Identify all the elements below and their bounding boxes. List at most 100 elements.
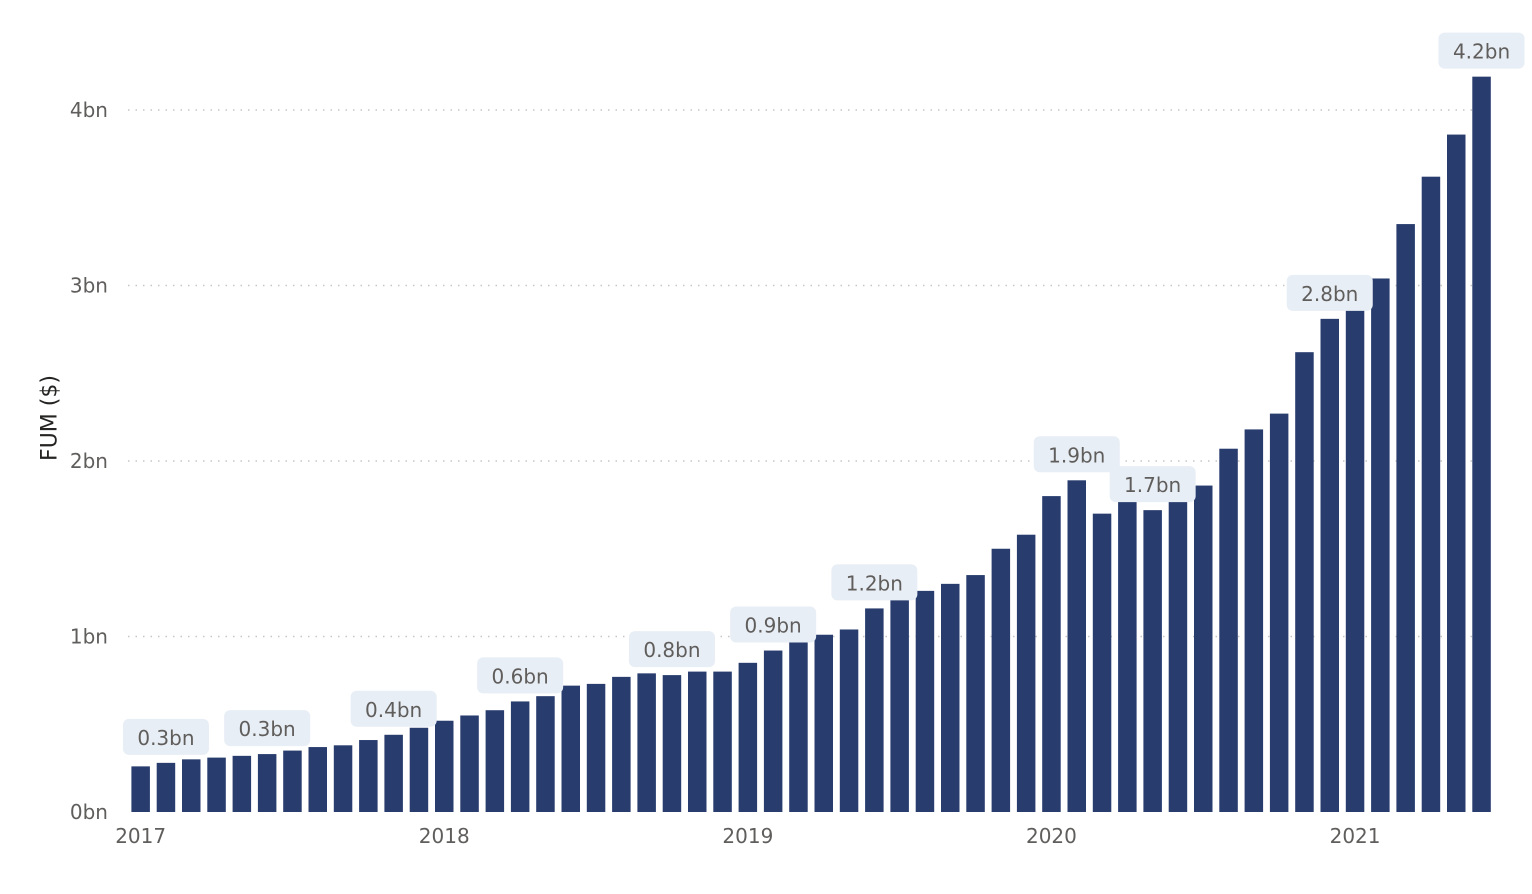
y-tick-label: 0bn <box>70 800 108 824</box>
bar <box>890 596 909 812</box>
bar <box>1143 510 1162 812</box>
bar <box>1168 497 1188 812</box>
data-label-background <box>1286 274 1373 311</box>
data-label: 2.8bn <box>1286 274 1373 311</box>
data-label: 1.9bn <box>1033 436 1120 473</box>
bar <box>1269 413 1289 812</box>
y-tick-label: 1bn <box>70 625 108 649</box>
bar <box>1194 485 1213 812</box>
data-label: 0.8bn <box>628 631 715 668</box>
bar <box>1447 134 1466 812</box>
data-label-text: 1.2bn <box>846 571 903 595</box>
bar <box>536 696 555 812</box>
data-label-text: 0.9bn <box>745 614 802 638</box>
data-label: 0.9bn <box>730 606 817 643</box>
bar <box>131 766 150 812</box>
y-axis-ticks: 0bn 1bn 2bn 3bn 4bn <box>70 98 108 824</box>
bar <box>586 683 606 812</box>
bar <box>789 641 808 812</box>
data-label-text: 0.6bn <box>492 664 549 688</box>
bar <box>1067 480 1086 812</box>
bar <box>612 676 631 812</box>
y-tick-label: 4bn <box>70 98 108 122</box>
bar <box>915 590 935 812</box>
bar <box>1016 534 1036 812</box>
data-label-text: 0.3bn <box>239 717 296 741</box>
x-tick-label: 2017 <box>115 824 166 848</box>
y-axis-title: FUM ($) <box>38 375 63 461</box>
data-label-text: 0.8bn <box>643 638 700 662</box>
bar <box>182 759 201 812</box>
bar <box>207 757 226 812</box>
bar <box>308 747 327 812</box>
data-label: 0.4bn <box>350 690 437 727</box>
bar <box>485 710 505 812</box>
data-label: 0.6bn <box>477 657 564 694</box>
data-label-background <box>350 690 437 727</box>
data-label-text: 0.4bn <box>365 698 422 722</box>
bar <box>435 720 454 812</box>
data-label-background <box>730 606 817 643</box>
data-label-text: 1.7bn <box>1124 473 1181 497</box>
data-label: 0.3bn <box>122 718 209 755</box>
bar <box>384 734 403 812</box>
bar <box>966 575 985 812</box>
bar <box>688 671 707 812</box>
bar <box>333 745 353 812</box>
bar <box>1092 513 1112 812</box>
x-tick-label: 2021 <box>1330 824 1381 848</box>
bar <box>409 727 429 812</box>
bar <box>460 715 479 812</box>
bar <box>1320 318 1339 812</box>
data-label-text: 2.8bn <box>1301 282 1358 306</box>
bar <box>865 608 884 812</box>
y-tick-label: 2bn <box>70 449 108 473</box>
data-label: 1.7bn <box>1109 466 1196 503</box>
bar-series <box>131 76 1491 813</box>
data-label-background <box>831 564 918 601</box>
bar <box>738 662 758 812</box>
bar <box>814 634 833 812</box>
bar <box>561 685 580 812</box>
x-axis-ticks: 2017 2018 2019 2020 2021 <box>115 824 1380 848</box>
bar <box>763 650 783 812</box>
bar <box>359 740 378 812</box>
bar <box>713 671 732 812</box>
x-tick-label: 2020 <box>1026 824 1077 848</box>
bar <box>283 750 302 812</box>
data-label: 0.3bn <box>224 710 311 747</box>
data-label-background <box>477 657 564 694</box>
bar <box>1244 429 1264 812</box>
bar <box>156 762 176 812</box>
data-label-text: 0.3bn <box>137 726 194 750</box>
data-label: 1.2bn <box>831 564 918 601</box>
bar <box>941 583 960 812</box>
bar <box>510 701 530 812</box>
x-tick-label: 2018 <box>419 824 470 848</box>
y-tick-label: 3bn <box>70 274 108 298</box>
bar <box>257 754 277 812</box>
data-label-background <box>1033 436 1120 473</box>
bar <box>1118 496 1137 812</box>
data-label: 4.2bn <box>1438 32 1525 69</box>
bar <box>1295 352 1314 812</box>
bar <box>1421 176 1441 812</box>
bar <box>1396 224 1415 812</box>
bar <box>1042 496 1061 812</box>
data-label-background <box>1438 32 1525 69</box>
bar <box>1472 76 1491 812</box>
bar <box>1371 278 1390 813</box>
bar <box>1345 294 1365 812</box>
bar <box>839 629 859 812</box>
bar <box>1219 448 1238 812</box>
data-label-background <box>122 718 209 755</box>
data-label-text: 4.2bn <box>1453 40 1510 64</box>
x-tick-label: 2019 <box>722 824 773 848</box>
data-label-background <box>628 631 715 668</box>
data-labels: 0.3bn 0.3bn 0.4bn 0.6bn 0.8bn 0.9bn 1.2bn 1.9bn… <box>122 32 1525 755</box>
bar <box>637 673 656 812</box>
data-label-background <box>224 710 311 747</box>
bar <box>991 548 1011 812</box>
